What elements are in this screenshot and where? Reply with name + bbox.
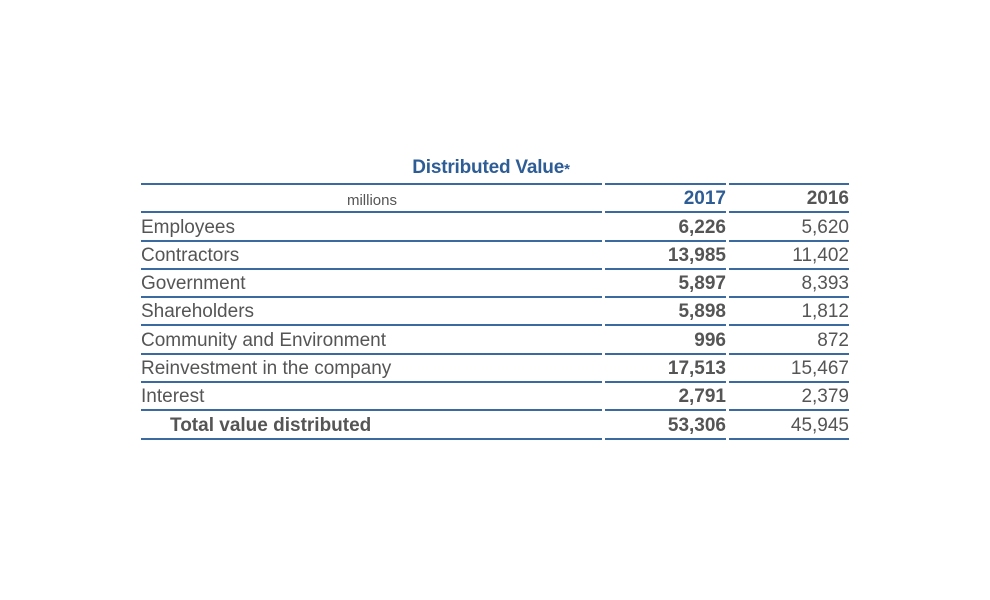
table-title: Distributed Value* [141, 157, 841, 179]
value-2017: 996 [694, 329, 726, 351]
divider [141, 183, 849, 185]
column-header-2016: 2016 [806, 188, 849, 210]
value-2017: 5,897 [678, 273, 726, 295]
value-2016: 1,812 [801, 301, 849, 323]
total-row: Total value distributed 53,306 45,945 [141, 411, 849, 437]
divider [141, 296, 849, 299]
value-2016: 11,402 [792, 244, 849, 266]
column-header-row: millions 2017 2016 [141, 185, 849, 211]
row-label: Government [141, 273, 246, 295]
table-row: Reinvestment in the company 17,513 15,46… [141, 355, 849, 381]
value-2017: 13,985 [667, 244, 726, 266]
value-2016: 8,393 [801, 273, 849, 295]
units-label: millions [346, 192, 397, 210]
table-row: Employees 6,226 5,620 [141, 213, 849, 239]
value-2016: 872 [817, 329, 849, 351]
footnote-marker: * [564, 161, 570, 178]
divider [141, 239, 849, 242]
divider [141, 409, 849, 412]
total-value-2017: 53,306 [667, 414, 726, 436]
divider [141, 437, 849, 440]
table-row: Shareholders 5,898 1,812 [141, 298, 849, 324]
divider [141, 324, 849, 327]
value-2016: 15,467 [790, 358, 849, 380]
row-label: Shareholders [141, 301, 255, 323]
table-row: Government 5,897 8,393 [141, 270, 849, 296]
row-label: Employees [141, 216, 235, 238]
table-row: Interest 2,791 2,379 [141, 383, 849, 409]
value-2017: 2,791 [678, 386, 726, 408]
divider [141, 267, 849, 270]
table-title-text: Distributed Value [412, 157, 565, 178]
column-header-2017: 2017 [683, 188, 726, 210]
table-title-row: Distributed Value* [141, 157, 849, 183]
divider [141, 381, 849, 384]
divider [141, 211, 849, 214]
table-row: Community and Environment 996 872 [141, 326, 849, 352]
row-label: Contractors [141, 244, 240, 266]
value-2016: 5,620 [801, 216, 849, 238]
value-2017: 5,898 [678, 301, 726, 323]
value-2017: 17,513 [667, 358, 726, 380]
row-label: Community and Environment [141, 329, 386, 351]
total-value-2016: 45,945 [790, 414, 849, 436]
divider [141, 352, 849, 355]
value-2017: 6,226 [678, 216, 726, 238]
distributed-value-table: Distributed Value* millions 2017 2016 Em… [141, 157, 849, 440]
row-label: Reinvestment in the company [141, 358, 392, 380]
total-label: Total value distributed [170, 414, 372, 436]
value-2016: 2,379 [801, 386, 849, 408]
row-label: Interest [141, 386, 205, 408]
table-row: Contractors 13,985 11,402 [141, 242, 849, 268]
